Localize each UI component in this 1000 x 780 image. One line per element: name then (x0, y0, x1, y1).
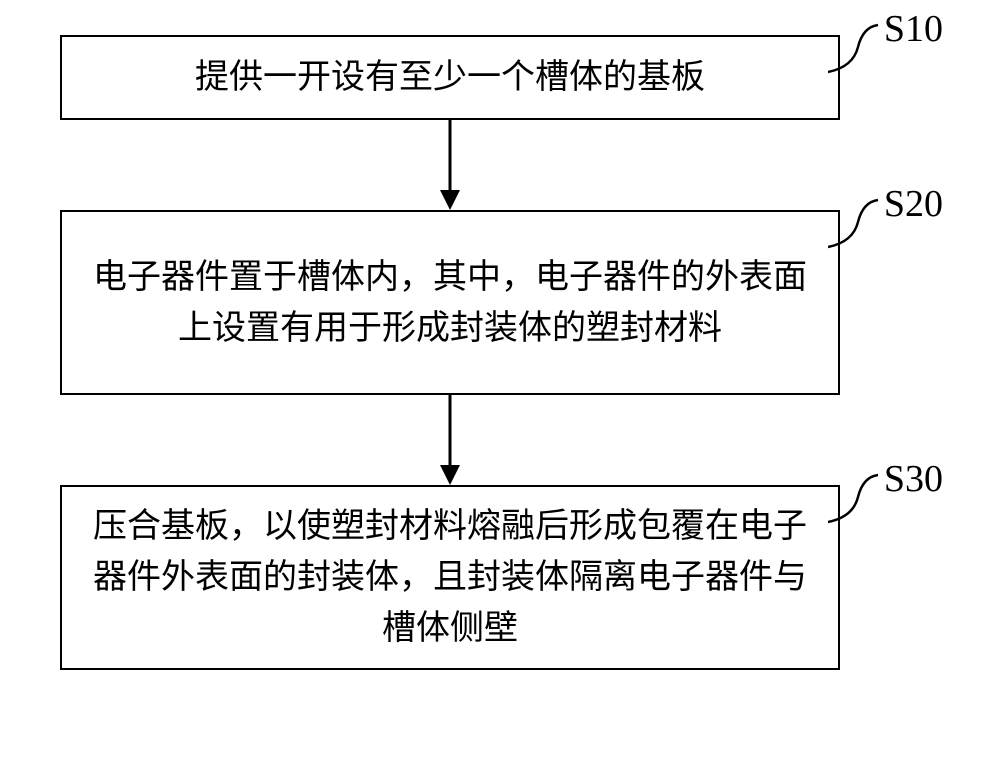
flowchart: 提供一开设有至少一个槽体的基板 S10 电子器件置于槽体内，其中，电子器件的外表… (60, 35, 940, 670)
step-text: 压合基板，以使塑封材料熔融后形成包覆在电子器件外表面的封装体，且封装体隔离电子器… (92, 501, 808, 654)
arrow-down-icon (435, 395, 465, 485)
connector-curve-icon (828, 192, 883, 252)
step-text: 电子器件置于槽体内，其中，电子器件的外表面上设置有用于形成封装体的塑封材料 (92, 252, 808, 354)
step-label: S30 (884, 457, 943, 501)
step-label: S10 (884, 7, 943, 51)
step-box-s10: 提供一开设有至少一个槽体的基板 S10 (60, 35, 840, 120)
step-box-s30: 压合基板，以使塑封材料熔融后形成包覆在电子器件外表面的封装体，且封装体隔离电子器… (60, 485, 840, 670)
connector-curve-icon (828, 467, 883, 527)
step-label: S20 (884, 182, 943, 226)
arrow-s20-s30 (60, 395, 840, 485)
step-text: 提供一开设有至少一个槽体的基板 (195, 52, 705, 103)
connector-curve-icon (828, 17, 883, 77)
step-box-s20: 电子器件置于槽体内，其中，电子器件的外表面上设置有用于形成封装体的塑封材料 S2… (60, 210, 840, 395)
arrow-down-icon (435, 120, 465, 210)
arrow-s10-s20 (60, 120, 840, 210)
